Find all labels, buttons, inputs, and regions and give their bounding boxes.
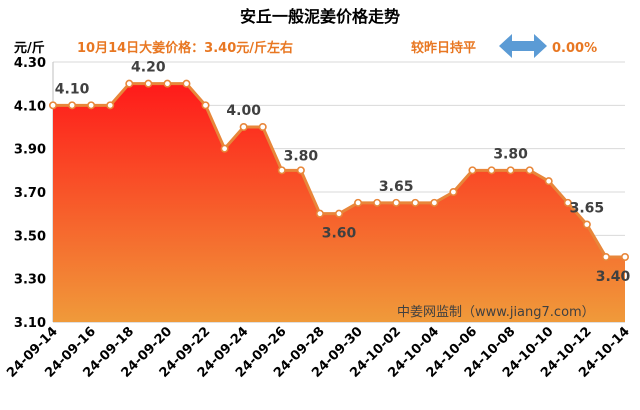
data-point [201, 101, 210, 110]
price-markers [48, 79, 629, 262]
x-axis-ticks: 24-09-1424-09-1624-09-1824-09-2024-09-22… [4, 324, 633, 381]
data-point [392, 198, 401, 207]
data-point [182, 79, 191, 88]
data-point [68, 101, 77, 110]
data-point [277, 166, 286, 175]
data-point [258, 123, 267, 132]
y-axis-ticks: 4.30 4.10 3.90 3.70 3.50 3.30 3.10 [14, 56, 46, 331]
data-label: 3.80 [284, 148, 319, 164]
data-label: 3.80 [493, 146, 528, 162]
y-tick-label: 3.90 [14, 143, 46, 158]
data-point [506, 166, 515, 175]
data-point [220, 144, 229, 153]
data-point [544, 177, 553, 186]
data-point [620, 253, 629, 262]
area-fill [53, 83, 625, 323]
data-labels: 4.10 4.20 4.00 3.80 3.60 3.65 3.80 3.65 3.40 [55, 60, 631, 285]
y-tick-label: 4.30 [14, 56, 46, 71]
data-label: 4.10 [55, 81, 90, 97]
data-point [125, 79, 134, 88]
y-tick-label: 3.10 [14, 316, 46, 331]
data-point [239, 123, 248, 132]
y-tick-label: 3.30 [14, 273, 46, 288]
data-point [106, 101, 115, 110]
data-point [411, 198, 420, 207]
data-point [163, 79, 172, 88]
data-point [354, 198, 363, 207]
data-point [334, 209, 343, 218]
data-point [468, 166, 477, 175]
price-area [53, 83, 625, 323]
data-point [582, 220, 591, 229]
price-subtitle: 10月14日大姜价格：3.40元/斤左右 [77, 40, 293, 56]
data-point [296, 166, 305, 175]
data-point [315, 209, 324, 218]
change-label: 较昨日持平 [411, 40, 476, 56]
data-point [487, 166, 496, 175]
data-point [525, 166, 534, 175]
y-tick-label: 4.10 [14, 99, 46, 114]
data-point [144, 79, 153, 88]
data-label: 3.65 [570, 201, 605, 217]
double-arrow-icon [499, 34, 547, 58]
y-tick-label: 3.70 [14, 186, 46, 201]
data-point [563, 198, 572, 207]
data-point [601, 253, 610, 262]
data-point [87, 101, 96, 110]
data-label: 3.65 [379, 179, 414, 195]
watermark: 中姜网监制（www.jiang7.com） [397, 305, 595, 320]
data-label: 3.60 [322, 226, 357, 242]
y-tick-label: 3.50 [14, 229, 46, 244]
data-label: 4.00 [226, 103, 261, 119]
y-axis-unit: 元/斤 [14, 40, 45, 56]
data-point [48, 101, 57, 110]
data-point [430, 198, 439, 207]
chart-title: 安丘一般泥姜价格走势 [240, 7, 400, 26]
change-value: 0.00% [552, 41, 597, 56]
data-point [449, 188, 458, 197]
data-point [373, 198, 382, 207]
data-label: 3.40 [596, 269, 631, 285]
data-label: 4.20 [131, 60, 166, 76]
